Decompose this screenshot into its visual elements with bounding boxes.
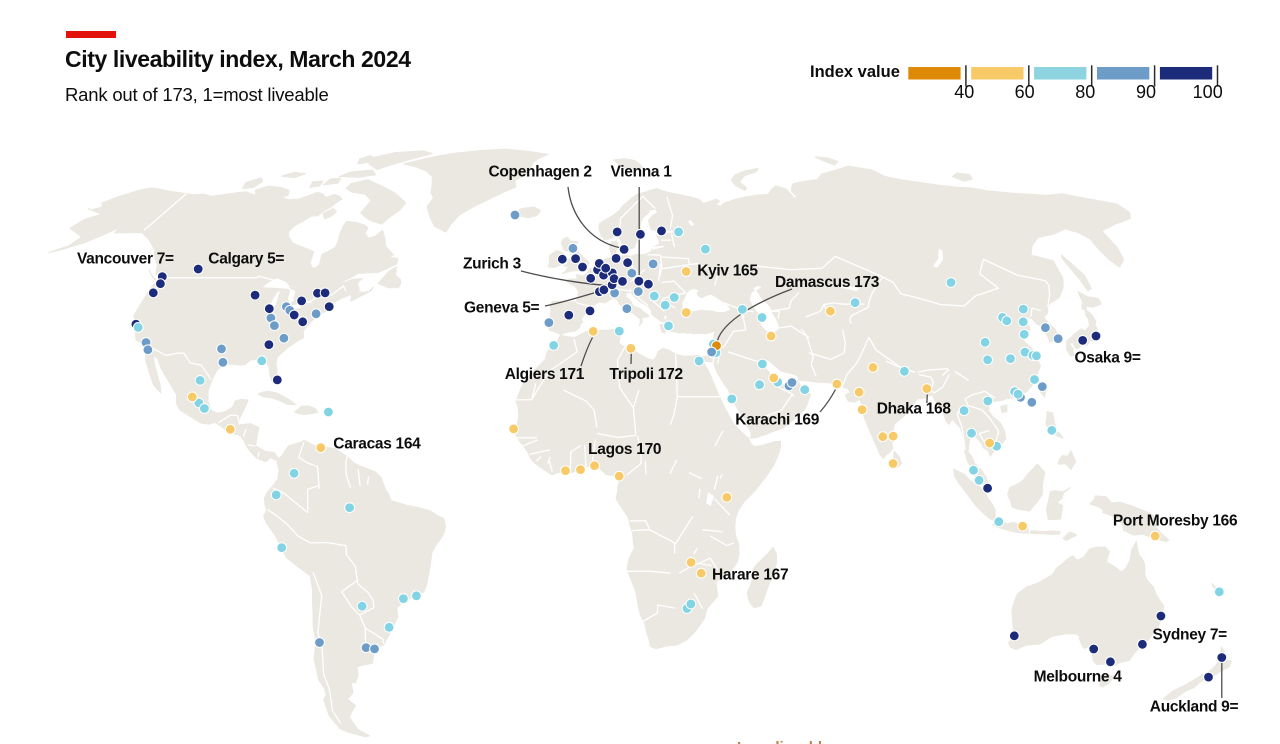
svg-text:Harare 167: Harare 167 [712, 567, 788, 584]
svg-text:Melbourne 4: Melbourne 4 [1034, 669, 1123, 686]
svg-text:Auckland 9=: Auckland 9= [1150, 698, 1239, 715]
svg-text:Damascus 173: Damascus 173 [775, 274, 880, 291]
svg-text:Zurich 3: Zurich 3 [463, 256, 522, 273]
svg-text:Geneva 5=: Geneva 5= [464, 300, 540, 317]
svg-text:Algiers 171: Algiers 171 [505, 366, 585, 383]
svg-text:Caracas 164: Caracas 164 [333, 436, 421, 453]
svg-text:Dhaka 168: Dhaka 168 [877, 401, 952, 418]
svg-text:100: 100 [1193, 82, 1223, 102]
svg-text:60: 60 [1015, 82, 1035, 102]
svg-text:90: 90 [1136, 82, 1156, 102]
svg-text:Karachi 169: Karachi 169 [735, 412, 819, 429]
svg-text:80: 80 [1075, 82, 1095, 102]
svg-text:Vancouver 7=: Vancouver 7= [77, 251, 174, 268]
svg-text:Calgary 5=: Calgary 5= [208, 251, 284, 268]
svg-text:Lagos 170: Lagos 170 [588, 441, 661, 458]
svg-text:Tripoli 172: Tripoli 172 [609, 366, 682, 383]
svg-text:Copenhagen 2: Copenhagen 2 [489, 164, 592, 181]
svg-text:Port Moresby 166: Port Moresby 166 [1113, 512, 1238, 529]
svg-text:Vienna 1: Vienna 1 [611, 164, 673, 181]
svg-text:Kyiv 165: Kyiv 165 [697, 263, 758, 280]
svg-text:Osaka 9=: Osaka 9= [1075, 350, 1141, 367]
svg-text:40: 40 [954, 82, 974, 102]
svg-text:Sydney 7=: Sydney 7= [1153, 627, 1228, 644]
